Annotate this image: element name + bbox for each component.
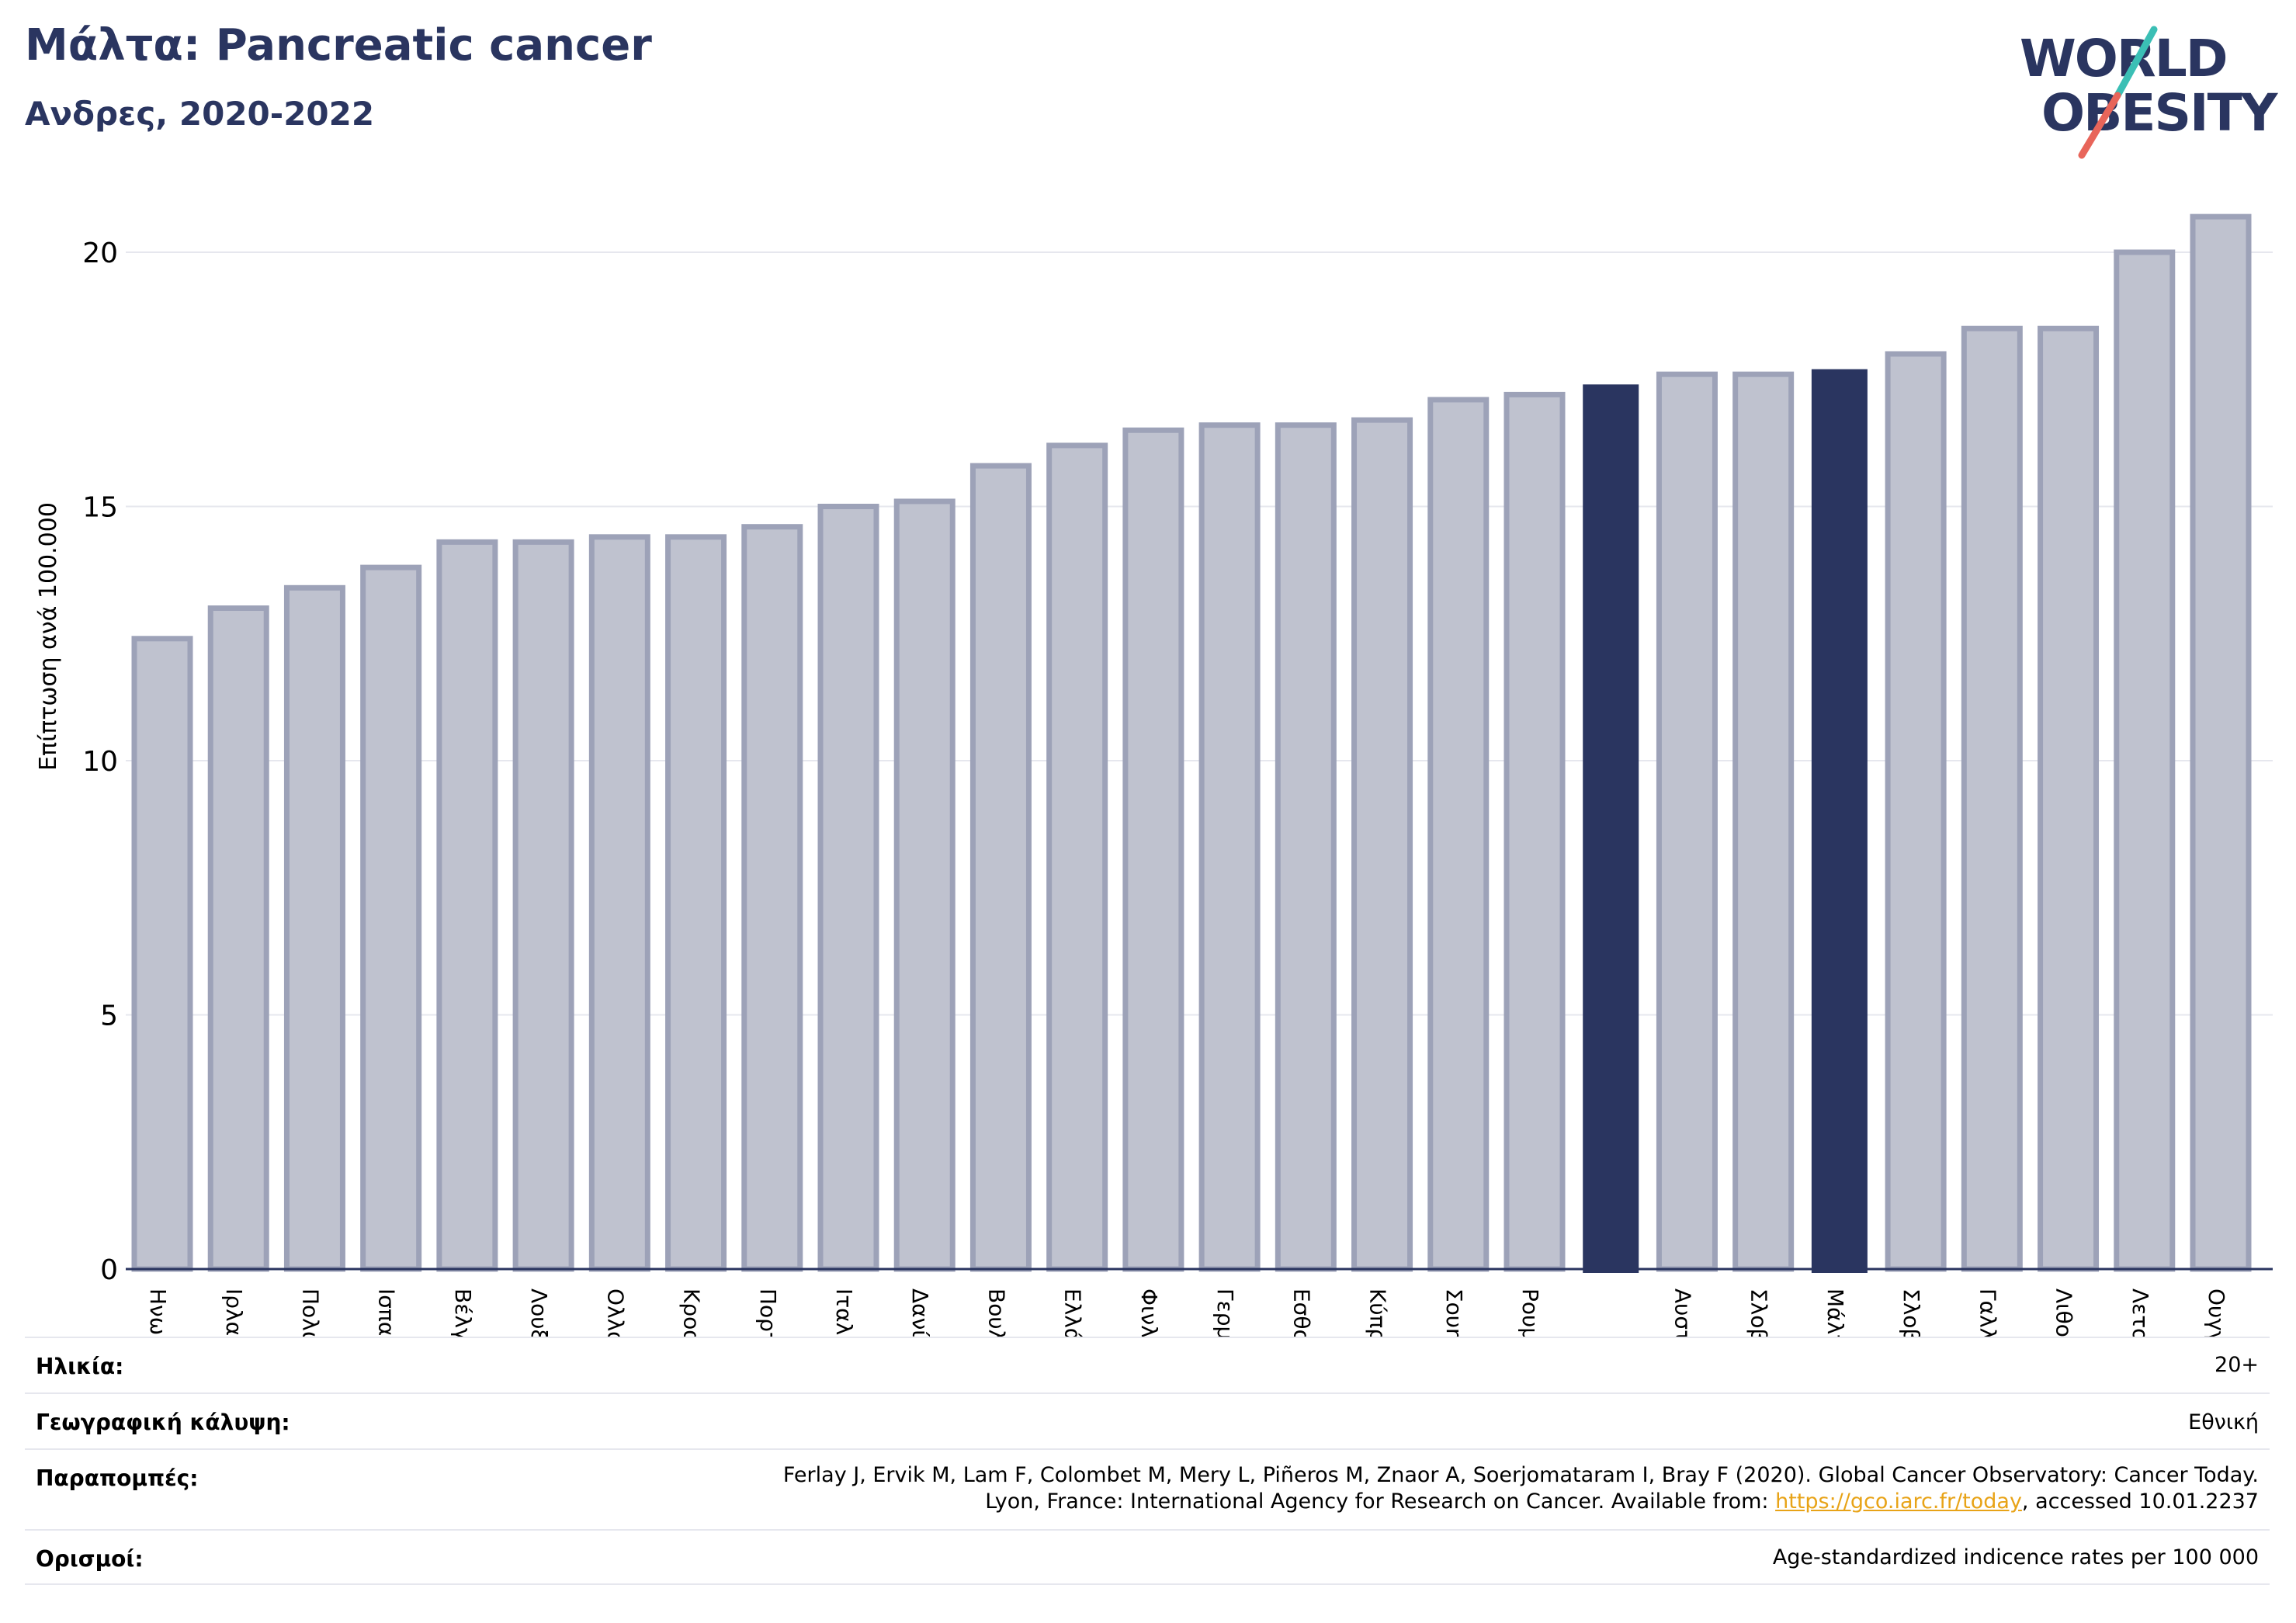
y-axis-tick-labels: 0 5 10 15 20 xyxy=(82,238,118,1286)
bar xyxy=(1046,442,1108,1272)
x-tick-label: Λιθουανία xyxy=(2051,1288,2077,1337)
y-tick-label: 20 xyxy=(82,238,118,269)
x-tick-label: Ηνωμένο Βασίλειο xyxy=(145,1288,171,1337)
x-tick-label: Λετονία xyxy=(2128,1288,2153,1337)
x-tick-label: Βέλγιο xyxy=(450,1288,476,1337)
y-tick-label: 15 xyxy=(82,492,118,524)
x-tick-label: Σλοβακία xyxy=(1899,1288,1924,1337)
x-tick-label: Λουξεμβούργο xyxy=(526,1288,552,1337)
coverage-value: Εθνική xyxy=(2188,1410,2259,1434)
x-tick-label: Κροατία xyxy=(679,1288,705,1337)
age-value: 20+ xyxy=(2214,1353,2259,1377)
y-tick-label: 0 xyxy=(100,1254,118,1286)
x-tick-label: Δανία xyxy=(907,1288,933,1337)
bar xyxy=(1656,371,1718,1272)
bar xyxy=(131,636,193,1272)
world-obesity-logo: WORLD OBESITY xyxy=(2020,26,2280,159)
info-row-age: Ηλικία: 20+ xyxy=(25,1337,2270,1392)
references-line-1: Ferlay J, Ervik M, Lam F, Colombet M, Me… xyxy=(782,1463,2259,1487)
bar xyxy=(1198,422,1261,1272)
references-line-2: Lyon, France: International Agency for R… xyxy=(783,1489,2259,1515)
chart-subtitle: Ανδρες, 2020-2022 xyxy=(25,95,375,133)
x-tick-label: Πολωνία xyxy=(297,1288,323,1337)
info-table: Ηλικία: 20+ Γεωγραφική κάλυψη: Εθνική Πα… xyxy=(25,1337,2270,1585)
bar xyxy=(741,524,803,1272)
y-tick-label: 10 xyxy=(82,746,118,778)
bar-chart: 0 5 10 15 20 Ηνωμένο Βασίλειο Ιρλανδία Πολωνία… xyxy=(35,213,2273,1337)
references-line-2-prefix: Lyon, France: International Agency for R… xyxy=(985,1489,1776,1514)
x-tick-label: Ισπανία xyxy=(374,1288,400,1337)
x-tick-label: Πορτογαλία xyxy=(755,1288,781,1337)
bar xyxy=(1275,422,1337,1272)
bars xyxy=(131,213,2252,1273)
logo-slash-bottom xyxy=(2078,92,2121,159)
bar xyxy=(893,498,956,1272)
logo-text-obesity: OBESITY xyxy=(2041,83,2279,143)
x-tick-label: Βουλγαρία xyxy=(983,1288,1009,1337)
bar xyxy=(1351,417,1413,1272)
x-tick-label: Αυστρία xyxy=(1670,1288,1695,1337)
y-tick-label: 5 xyxy=(100,1001,118,1032)
x-tick-label: Μάλτα xyxy=(1823,1288,1848,1337)
x-tick-label: Κύπρος xyxy=(1365,1288,1391,1337)
x-tick-label: Εσθονία xyxy=(1288,1288,1314,1337)
bar xyxy=(207,605,269,1272)
bar xyxy=(1427,397,1490,1272)
bar xyxy=(2038,325,2100,1272)
bar xyxy=(360,564,422,1272)
age-label: Ηλικία: xyxy=(36,1354,124,1379)
info-row-definitions: Ορισμοί: Age-standardized indicence rate… xyxy=(25,1529,2270,1585)
chart-title: Μάλτα: Pancreatic cancer xyxy=(25,20,652,71)
bar xyxy=(588,534,650,1272)
x-tick-label: Ελλάδα xyxy=(1060,1288,1086,1337)
bar xyxy=(1122,427,1184,1272)
x-tick-label: Φινλανδία xyxy=(1136,1288,1162,1337)
bar xyxy=(436,539,498,1272)
references-value: Ferlay J, Ervik M, Lam F, Colombet M, Me… xyxy=(783,1462,2259,1515)
bar xyxy=(2114,249,2176,1272)
bar xyxy=(1961,325,2023,1272)
bar xyxy=(969,463,1032,1272)
x-tick-label: Ολλανδία xyxy=(602,1288,628,1337)
bar xyxy=(2190,213,2252,1272)
x-tick-label: Σλοβενία xyxy=(1746,1288,1772,1337)
references-label: Παραπομπές: xyxy=(36,1465,199,1491)
y-axis-label: Επίπτωση ανά 100.000 xyxy=(35,502,62,771)
info-row-references: Παραπομπές: Ferlay J, Ervik M, Lam F, Co… xyxy=(25,1448,2270,1529)
info-row-coverage: Γεωγραφική κάλυψη: Εθνική xyxy=(25,1392,2270,1448)
bar xyxy=(512,539,574,1272)
x-tick-label: Ουγγαρία xyxy=(2204,1288,2229,1337)
x-tick-label: Ρουμανία xyxy=(1517,1288,1543,1337)
x-tick-label: Ιταλία xyxy=(831,1288,857,1337)
references-line-2-suffix: , accessed 10.01.2237 xyxy=(2021,1489,2259,1514)
logo-slash-top xyxy=(2114,26,2158,99)
bar xyxy=(665,534,727,1272)
definitions-value: Age-standardized indicence rates per 100… xyxy=(1772,1545,2259,1569)
x-tick-label: Γερμανία xyxy=(1212,1288,1238,1337)
coverage-label: Γεωγραφική κάλυψη: xyxy=(36,1410,290,1435)
bar xyxy=(1732,371,1795,1272)
bar-highlighted xyxy=(1583,384,1639,1273)
x-tick-label: Σουηδία xyxy=(1441,1288,1467,1337)
x-tick-label: Ιρλανδία xyxy=(221,1288,247,1337)
x-tick-label: Γαλλία xyxy=(1975,1288,2000,1337)
bar xyxy=(1885,351,1947,1272)
bar xyxy=(1503,391,1566,1272)
x-axis-tick-labels: Ηνωμένο Βασίλειο Ιρλανδία Πολωνία Ισπανία Βέ… xyxy=(145,1288,2229,1337)
bar-highlighted xyxy=(1811,369,1868,1273)
bar xyxy=(283,584,345,1272)
definitions-label: Ορισμοί: xyxy=(36,1546,144,1572)
bar xyxy=(817,504,879,1272)
gco-link[interactable]: https://gco.iarc.fr/today xyxy=(1775,1489,2022,1514)
